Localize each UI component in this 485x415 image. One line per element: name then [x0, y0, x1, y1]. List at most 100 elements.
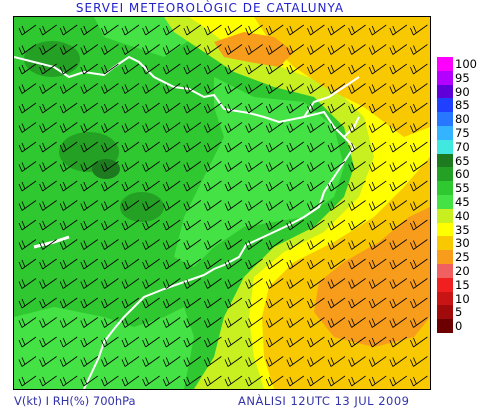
legend-item: 35	[437, 222, 485, 237]
wind-barb	[18, 278, 37, 289]
legend-swatch	[437, 222, 453, 237]
wind-barb	[80, 278, 99, 289]
wind-barb	[101, 63, 119, 75]
wind-barb	[410, 278, 428, 289]
wind-barb	[348, 63, 366, 75]
wind-barb	[368, 219, 387, 231]
wind-barb	[368, 24, 387, 36]
wind-barb	[224, 239, 243, 250]
wind-barb	[224, 63, 243, 75]
wind-barb	[121, 44, 140, 55]
wind-barb	[245, 278, 263, 289]
wind-barb	[162, 200, 181, 211]
wind-barb	[245, 63, 263, 75]
wind-barb	[245, 375, 263, 387]
wind-barb	[121, 102, 140, 114]
wind-barb	[59, 336, 78, 348]
wind-barb	[348, 219, 366, 231]
wind-barb	[183, 63, 202, 75]
wind-barb	[327, 122, 346, 133]
legend-label: 5	[455, 305, 463, 320]
wind-barb	[286, 161, 305, 172]
wind-barb	[142, 278, 160, 289]
wind-barb	[80, 141, 99, 153]
wind-barb	[224, 122, 243, 133]
wind-barb	[121, 219, 140, 231]
wind-barb	[224, 375, 243, 387]
wind-barb	[59, 278, 78, 289]
wind-barb	[348, 297, 366, 309]
rh-45-region-sw	[14, 307, 194, 389]
wind-barb	[368, 375, 387, 387]
legend-swatch	[437, 277, 453, 292]
wind-barb	[348, 336, 366, 348]
wind-barb	[59, 297, 78, 309]
wind-barb	[286, 317, 305, 328]
humidity-wind-map	[13, 16, 431, 390]
wind-barb	[101, 161, 119, 172]
legend-swatch	[437, 112, 453, 127]
wind-barb	[307, 278, 325, 289]
wind-barb	[18, 161, 37, 172]
legend-item: 60	[437, 167, 485, 182]
wind-barb	[389, 122, 408, 133]
wind-barb	[121, 200, 140, 211]
wind-barb	[265, 102, 284, 114]
wind-barb	[410, 356, 428, 367]
wind-barb	[101, 356, 119, 367]
wind-barb	[18, 336, 37, 348]
wind-barb	[389, 375, 408, 387]
wind-barb	[101, 239, 119, 250]
wind-barb	[39, 161, 57, 172]
wind-barb	[286, 336, 305, 348]
wind-barb	[18, 122, 37, 133]
wind-barb	[39, 200, 57, 211]
wind-barb	[80, 44, 99, 55]
page-title: SERVEI METEOROLÒGIC DE CATALUNYA	[75, 1, 345, 15]
wind-barb	[327, 63, 346, 75]
legend-swatch	[437, 167, 453, 182]
wind-barb	[59, 375, 78, 387]
wind-barb	[245, 83, 263, 94]
wind-barb	[18, 317, 37, 328]
wind-barb	[80, 102, 99, 114]
wind-barb	[265, 258, 284, 270]
wind-barb	[59, 122, 78, 133]
wind-barb	[307, 258, 325, 270]
wind-barb	[368, 336, 387, 348]
legend-label: 80	[455, 112, 470, 127]
wind-barb	[368, 317, 387, 328]
wind-barb	[327, 102, 346, 114]
wind-barb	[307, 63, 325, 75]
wind-barb	[142, 141, 160, 153]
wind-barb	[389, 83, 408, 94]
wind-barb	[245, 258, 263, 270]
wind-barb	[121, 63, 140, 75]
wind-barb	[121, 258, 140, 270]
wind-barb	[142, 63, 160, 75]
wind-barb	[101, 44, 119, 55]
wind-barb	[39, 102, 57, 114]
wind-barb	[410, 297, 428, 309]
wind-barb	[80, 219, 99, 231]
wind-barb	[348, 83, 366, 94]
wind-barb	[245, 161, 263, 172]
wind-barb	[183, 278, 202, 289]
wind-barb	[59, 83, 78, 94]
wind-barb	[162, 336, 181, 348]
legend-label: 45	[455, 194, 470, 209]
wind-barb	[286, 297, 305, 309]
wind-barb	[101, 336, 119, 348]
wind-barb	[410, 141, 428, 153]
wind-barb	[368, 122, 387, 133]
wind-barb	[348, 239, 366, 250]
rh-30-region-north	[254, 17, 430, 137]
wind-barb	[204, 278, 222, 289]
wind-barb	[410, 219, 428, 231]
wind-barb	[142, 161, 160, 172]
legend-swatch	[437, 125, 453, 140]
wind-barb	[162, 102, 181, 114]
legend-label: 25	[455, 250, 470, 265]
wind-barb	[204, 375, 222, 387]
legend-swatch	[437, 98, 453, 113]
